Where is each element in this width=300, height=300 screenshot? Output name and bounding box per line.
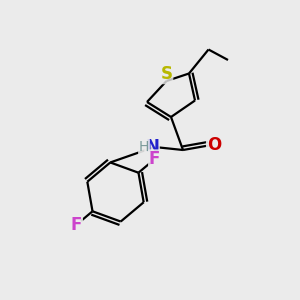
Text: N: N bbox=[145, 138, 159, 156]
Text: S: S bbox=[160, 65, 172, 83]
Text: S: S bbox=[160, 65, 172, 83]
Text: F: F bbox=[149, 150, 160, 168]
Text: H: H bbox=[139, 140, 149, 154]
Text: F: F bbox=[71, 216, 82, 234]
Text: O: O bbox=[207, 136, 221, 154]
